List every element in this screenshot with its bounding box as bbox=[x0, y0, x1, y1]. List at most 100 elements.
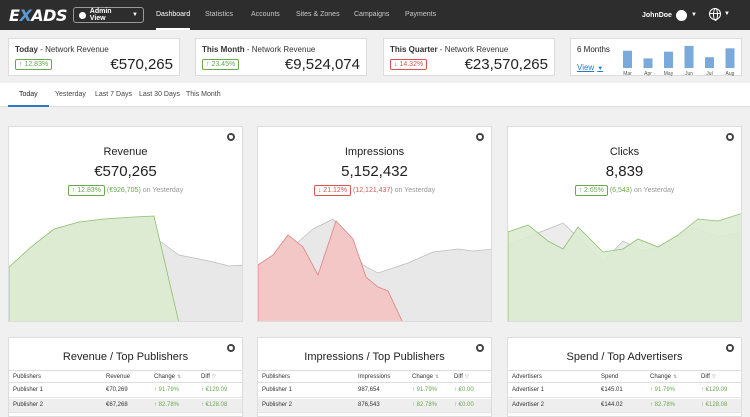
gear-icon[interactable] bbox=[227, 133, 235, 141]
column-header[interactable]: Revenue bbox=[106, 374, 131, 380]
nav-payments[interactable]: Payments bbox=[405, 11, 437, 18]
panel-title: Impressions bbox=[344, 146, 405, 158]
column-header[interactable]: Change ⇅ bbox=[412, 374, 440, 380]
view-dropdown[interactable]: View ▼ bbox=[577, 63, 603, 72]
change-value: ↑ 91.79% bbox=[650, 387, 676, 393]
sort-icon: ▽ bbox=[211, 374, 216, 380]
change-value: ↑ 91.79% bbox=[154, 387, 180, 393]
gear-icon[interactable] bbox=[476, 133, 484, 141]
kpi-change-badge: ↑ 23.45% bbox=[202, 59, 240, 70]
gear-icon[interactable] bbox=[476, 344, 484, 352]
nav-accounts[interactable]: Accounts bbox=[251, 11, 280, 18]
impressions-value: 987,654 bbox=[358, 387, 380, 393]
month-bar bbox=[684, 45, 694, 68]
diff-value: ↑ €129.09 bbox=[201, 387, 228, 393]
tab-last-7-days[interactable]: Last 7 Days bbox=[95, 91, 132, 98]
kpi-this-month: This Month - Network Revenue ↑ 23.45% €9… bbox=[195, 38, 367, 76]
six-month-title: 6 Months bbox=[577, 45, 610, 54]
tab-today[interactable]: Today bbox=[8, 83, 49, 107]
nav-statistics[interactable]: Statistics bbox=[205, 11, 234, 18]
kpi-change-badge: ↓ 14.32% bbox=[390, 59, 428, 70]
month-label: Jun bbox=[685, 71, 693, 76]
table-header: Publishers Impressions Change ⇅ Diff ▽ bbox=[258, 370, 491, 383]
change-badge: ↑ 12.83% bbox=[67, 185, 105, 196]
kpi-period: Today bbox=[15, 45, 38, 54]
caret-down-icon: ▼ bbox=[132, 12, 138, 18]
column-header[interactable]: Change ⇅ bbox=[650, 374, 678, 380]
table-row[interactable]: Publisher 1 987,654 ↑ 91.79% ↑ €0.00 bbox=[258, 384, 491, 398]
kpi-change-badge: ↑ 12.83% bbox=[15, 59, 53, 70]
tab-last-30-days[interactable]: Last 30 Days bbox=[139, 91, 180, 98]
publisher-name: Publisher 2 bbox=[13, 402, 44, 408]
table-row[interactable]: Publisher 1 €70,269 ↑ 91.79% ↑ €129.09 bbox=[9, 384, 242, 398]
gear-icon[interactable] bbox=[726, 133, 734, 141]
change-amount: (12,121,437) bbox=[353, 187, 393, 194]
change-value: ↑ 82.78% bbox=[154, 402, 180, 408]
column-header[interactable]: Publishers bbox=[13, 374, 42, 380]
sort-icon: ⇅ bbox=[177, 374, 182, 380]
table-row[interactable]: Advertiser 2 €144.02 ↑ 82.78% ↑ €128.08 bbox=[508, 399, 741, 413]
gear-icon[interactable] bbox=[726, 344, 734, 352]
impressions-panel: Impressions 5,152,432 ↓ 21.12% (12,121,4… bbox=[257, 126, 492, 322]
tab-yesterday[interactable]: Yesterday bbox=[55, 91, 86, 98]
language-menu[interactable]: ▼ bbox=[709, 8, 730, 21]
change-amount: (€926,705) bbox=[106, 187, 141, 194]
month-label: Apr bbox=[644, 71, 652, 76]
sort-icon: ▽ bbox=[464, 374, 469, 380]
panel-value: 5,152,432 bbox=[341, 163, 408, 180]
exads-logo[interactable]: E X ADS bbox=[9, 5, 67, 25]
nav-campaigns[interactable]: Campaigns bbox=[354, 11, 390, 18]
column-header[interactable]: Advertisers bbox=[512, 374, 543, 380]
publisher-name: Publisher 1 bbox=[262, 387, 293, 393]
column-header[interactable]: Diff ▽ bbox=[454, 374, 469, 380]
column-header[interactable]: Diff ▽ bbox=[701, 374, 716, 380]
column-header[interactable]: Change ⇅ bbox=[154, 374, 182, 380]
revenue-area-chart bbox=[9, 215, 242, 321]
diff-value: ↑ €128.08 bbox=[201, 402, 228, 408]
kpi-period: This Quarter bbox=[390, 45, 438, 54]
column-header[interactable]: Publishers bbox=[262, 374, 291, 380]
change-amount: (6,543) bbox=[609, 187, 632, 194]
month-bar bbox=[643, 58, 653, 68]
diff-value: ↑ €0.00 bbox=[454, 402, 474, 408]
table-row[interactable]: Publisher 2 €67,268 ↑ 82.78% ↑ €128.08 bbox=[9, 399, 242, 413]
sort-icon: ⇅ bbox=[673, 374, 678, 380]
change-badge: ↑ 2.65% bbox=[574, 185, 608, 196]
user-menu[interactable]: JohnDoe ▼ bbox=[642, 0, 697, 30]
spend-value: €144.02 bbox=[601, 402, 623, 408]
panel-title: Spend / Top Advertisers bbox=[566, 351, 683, 363]
column-header[interactable]: Impressions bbox=[358, 374, 391, 380]
nav-sites-zones[interactable]: Sites & Zones bbox=[296, 11, 340, 18]
table-row[interactable]: Advertiser 1 €145.01 ↑ 91.79% ↑ €129.09 bbox=[508, 384, 741, 398]
revenue-panel: Revenue €570,265 ↑ 12.83% (€926,705) on … bbox=[8, 126, 243, 322]
panel-value: 8,839 bbox=[605, 163, 644, 180]
kpi-value: €570,265 bbox=[110, 56, 173, 73]
comparison-label: on Yesterday bbox=[392, 187, 436, 194]
column-header[interactable]: Spend bbox=[601, 374, 619, 380]
table-row[interactable]: Publisher 2 876,543 ↑ 82.78% ↑ €0.00 bbox=[258, 399, 491, 413]
revenue-top-publishers-panel: Revenue / Top Publishers Publishers Reve… bbox=[8, 337, 243, 417]
gear-icon[interactable] bbox=[227, 344, 235, 352]
nav-dashboard[interactable]: Dashboard bbox=[156, 0, 191, 30]
view-selector-button[interactable]: Admin View ▼ bbox=[73, 7, 144, 23]
table-header: Advertisers Spend Change ⇅ Diff ▽ bbox=[508, 370, 741, 383]
globe-icon bbox=[709, 8, 721, 21]
column-header[interactable]: Diff ▽ bbox=[201, 374, 216, 380]
month-label: May bbox=[664, 71, 674, 76]
view-selector-label: Admin View bbox=[89, 8, 112, 22]
kpi-period: This Month bbox=[202, 45, 245, 54]
spend-top-advertisers-panel: Spend / Top Advertisers Advertisers Spen… bbox=[507, 337, 742, 417]
month-bar bbox=[664, 51, 673, 68]
caret-down-icon: ▼ bbox=[690, 12, 697, 18]
change-value: ↑ 91.79% bbox=[412, 387, 438, 393]
user-icon bbox=[79, 11, 86, 19]
tab-this-month[interactable]: This Month bbox=[186, 91, 221, 98]
change-badge: ↓ 21.12% bbox=[313, 185, 352, 196]
revenue-value: €67,268 bbox=[106, 402, 128, 408]
panel-title: Impressions / Top Publishers bbox=[304, 351, 445, 363]
panel-title: Clicks bbox=[609, 146, 640, 158]
panel-value: €570,265 bbox=[94, 163, 157, 180]
table-header: Publishers Revenue Change ⇅ Diff ▽ bbox=[9, 370, 242, 383]
impressions-value: 876,543 bbox=[358, 402, 380, 408]
date-range-tabs: Today Yesterday Last 7 Days Last 30 Days… bbox=[0, 83, 750, 107]
